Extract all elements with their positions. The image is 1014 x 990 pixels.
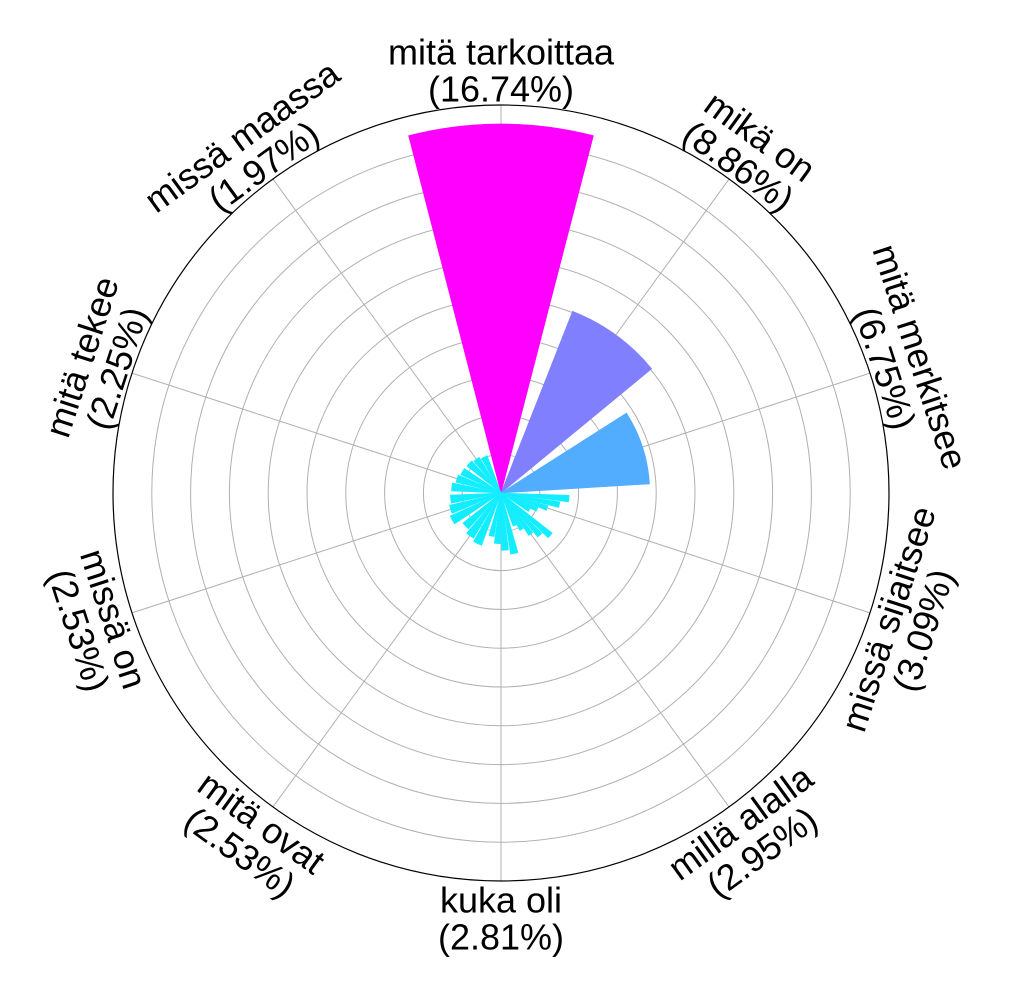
bar-wedge bbox=[500, 492, 519, 555]
bar-wedge bbox=[455, 474, 502, 494]
category-label: missä sijaitsee(3.09%) bbox=[833, 501, 979, 748]
bar-wedge bbox=[500, 310, 653, 494]
bar-wedge bbox=[473, 492, 502, 546]
category-label: kuka oli (2.81%) bbox=[438, 880, 564, 958]
grid-spoke bbox=[272, 178, 502, 494]
bar-wedge bbox=[488, 492, 502, 537]
bar-wedge bbox=[500, 492, 543, 538]
bar-wedge bbox=[462, 492, 502, 530]
category-label: mikä on(8.86%) bbox=[675, 83, 823, 220]
bar-wedge bbox=[500, 492, 531, 512]
bar-wedge bbox=[450, 492, 502, 504]
category-name: mitä tarkoittaa bbox=[388, 32, 615, 73]
outer-ring bbox=[112, 104, 890, 882]
grid-spoke bbox=[500, 492, 730, 808]
bar-wedge bbox=[408, 123, 594, 495]
bar-wedge bbox=[473, 456, 502, 494]
bar-wedge bbox=[500, 492, 539, 512]
category-percent: (2.81%) bbox=[438, 916, 564, 957]
category-label: mitä ovat(2.53%) bbox=[169, 763, 333, 912]
bar-wedge bbox=[451, 482, 502, 494]
grid-spoke bbox=[131, 492, 502, 614]
bar-wedge bbox=[500, 492, 549, 511]
grid-spoke bbox=[131, 372, 502, 494]
bar-wedge bbox=[500, 492, 517, 527]
category-label: missä on(2.53%) bbox=[37, 544, 155, 705]
category-percent: (16.74%) bbox=[428, 68, 574, 109]
bar-wedge bbox=[500, 492, 534, 536]
bar-wedge bbox=[449, 492, 502, 514]
category-label: mitä tarkoittaa (16.74%) bbox=[388, 32, 615, 110]
bar-wedge bbox=[500, 492, 509, 551]
bar-wedge bbox=[499, 412, 650, 494]
bars-layer bbox=[408, 123, 653, 555]
bar-wedge bbox=[493, 492, 502, 545]
bar-wedge bbox=[466, 492, 502, 539]
grid-spoke bbox=[500, 492, 871, 614]
bar-wedge bbox=[480, 455, 502, 494]
category-name: kuka oli bbox=[440, 880, 562, 921]
bar-wedge bbox=[500, 492, 561, 508]
bar-wedge bbox=[500, 492, 524, 531]
bar-wedge bbox=[500, 492, 553, 539]
bar-wedge bbox=[500, 492, 570, 503]
category-label: mitä tekee(2.25%) bbox=[37, 271, 162, 453]
category-label: mitä merkitsee(6.75%) bbox=[830, 239, 976, 486]
category-label: missä maassa(1.97%) bbox=[137, 52, 370, 251]
bar-wedge bbox=[460, 468, 502, 494]
bar-wedge bbox=[449, 492, 502, 525]
frame-layer bbox=[112, 104, 890, 882]
bar-wedge bbox=[466, 460, 502, 494]
grid-spoke bbox=[272, 492, 502, 808]
category-label: millä alalla(2.95%) bbox=[660, 756, 842, 918]
